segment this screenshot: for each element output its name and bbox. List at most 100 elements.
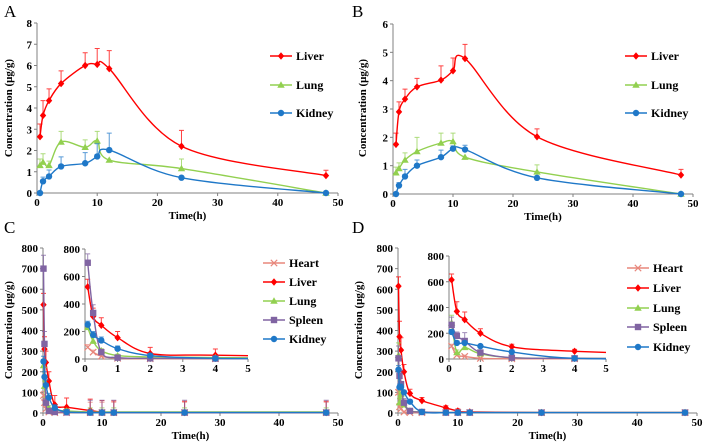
x-marker: [89, 348, 97, 356]
circle-marker: [634, 343, 642, 351]
circle-marker: [178, 174, 185, 181]
panel-label: D: [352, 218, 364, 237]
x-tick-label: 30: [212, 197, 224, 209]
panel-label: C: [4, 218, 15, 237]
triangle-marker: [632, 81, 640, 88]
y-tick-label: 0: [388, 408, 394, 420]
diamond-marker: [36, 132, 44, 141]
y-tick-label: 5: [383, 47, 389, 59]
y-tick-label: 100: [377, 387, 394, 399]
x-axis-title: Time(h): [172, 430, 210, 442]
circle-marker: [81, 160, 89, 167]
square-marker: [98, 348, 105, 356]
legend-item-lung: Lung: [627, 301, 680, 315]
circle-marker: [392, 190, 400, 198]
legend-item-liver: Liver: [270, 49, 325, 63]
circle-marker: [437, 153, 445, 161]
series-line-spleen: [42, 268, 327, 414]
circle-marker: [277, 109, 285, 117]
diamond-marker: [277, 52, 285, 60]
x-marker: [400, 408, 408, 416]
legend-item-liver: Liver: [625, 49, 680, 63]
diamond-marker: [418, 396, 426, 405]
circle-marker: [181, 409, 188, 416]
inset-y-tick-label: 200: [64, 327, 81, 339]
square-marker: [634, 323, 642, 331]
inset-x-tick-label: 4: [213, 363, 219, 375]
triangle-marker: [401, 156, 409, 163]
triangle-marker: [81, 143, 89, 151]
diamond-marker: [634, 284, 642, 292]
x-marker: [461, 352, 469, 361]
x-tick-label: 40: [272, 197, 284, 209]
y-tick-label: 200: [377, 367, 394, 379]
legend-label: Liver: [296, 49, 325, 63]
legend-label: Kidney: [651, 106, 688, 120]
square-marker: [406, 407, 414, 415]
circle-marker: [401, 173, 409, 180]
circle-marker: [400, 389, 408, 396]
y-tick-label: 8: [27, 18, 33, 30]
y-tick-label: 1: [383, 161, 389, 173]
series-liver: [36, 48, 330, 180]
y-tick-label: 500: [377, 305, 394, 317]
circle-marker: [406, 398, 414, 405]
series-lung: [36, 130, 330, 196]
y-tick-label: 100: [22, 387, 39, 399]
inset-y-tick-label: 200: [428, 328, 445, 340]
y-tick-label: 6: [383, 19, 389, 31]
y-tick-label: 700: [377, 264, 394, 276]
series-lung: [392, 132, 685, 197]
legend-item-spleen: Spleen: [627, 320, 687, 334]
square-marker: [270, 316, 278, 324]
series-line-kidney: [450, 331, 606, 360]
series-line-lung: [450, 322, 606, 360]
series-heart: [84, 343, 248, 363]
circle-marker: [84, 321, 91, 328]
legend-item-kidney: Kidney: [625, 106, 688, 120]
circle-marker: [98, 337, 105, 344]
legend-label: Heart: [653, 261, 683, 275]
x-marker: [447, 342, 456, 350]
x-tick-label: 0: [34, 197, 40, 209]
y-tick-label: 800: [22, 243, 39, 255]
circle-marker: [413, 162, 421, 169]
series-line-lung: [395, 139, 682, 195]
circle-marker: [45, 394, 53, 401]
inset-x-tick-label: 3: [180, 363, 186, 375]
circle-marker: [57, 163, 65, 170]
legend-label: Spleen: [653, 320, 687, 334]
series-liver: [392, 43, 685, 179]
diamond-marker: [449, 67, 457, 75]
triangle-marker: [45, 161, 53, 169]
circle-marker: [147, 352, 154, 359]
series-liver: [448, 273, 606, 355]
circle-marker: [98, 409, 106, 416]
inset-x-tick-label: 1: [478, 363, 484, 375]
inset-x-tick-label: 0: [446, 363, 452, 375]
square-marker: [396, 372, 403, 380]
series-kidney: [448, 328, 606, 362]
inset-x-tick-label: 2: [147, 363, 153, 375]
circle-marker: [571, 355, 578, 362]
x-tick-label: 0: [390, 198, 396, 210]
circle-marker: [40, 358, 47, 365]
square-marker: [114, 354, 121, 361]
legend-item-liver: Liver: [263, 275, 318, 289]
circle-marker: [449, 145, 457, 152]
triangle-marker: [57, 138, 65, 145]
y-tick-label: 200: [22, 367, 39, 379]
triangle-marker: [437, 139, 445, 146]
series-spleen: [84, 253, 248, 362]
circle-marker: [36, 189, 44, 197]
triangle-marker: [39, 158, 47, 165]
circle-marker: [477, 342, 484, 350]
circle-marker: [106, 146, 113, 154]
legend-label: Kidney: [289, 332, 326, 346]
circle-marker: [322, 189, 330, 197]
square-marker: [395, 355, 402, 362]
diamond-marker: [39, 111, 47, 120]
circle-marker: [45, 173, 53, 180]
inset-y-tick-label: 600: [64, 272, 81, 284]
diamond-marker: [57, 79, 65, 88]
